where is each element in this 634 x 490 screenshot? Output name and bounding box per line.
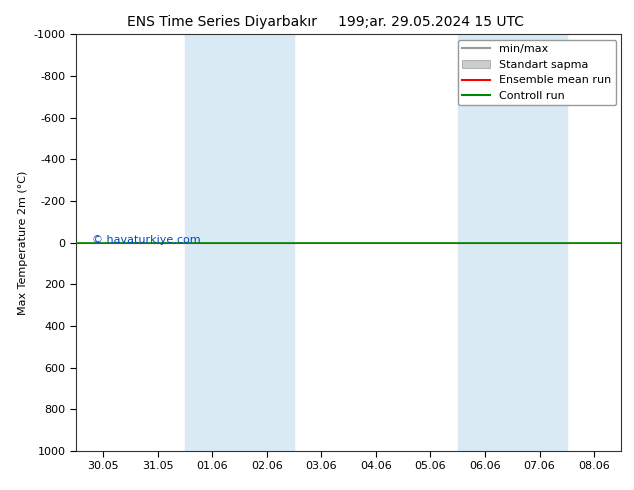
Y-axis label: Max Temperature 2m (°C): Max Temperature 2m (°C)	[18, 171, 28, 315]
Text: ENS Time Series Diyarbakır: ENS Time Series Diyarbakır	[127, 15, 317, 29]
Legend: min/max, Standart sapma, Ensemble mean run, Controll run: min/max, Standart sapma, Ensemble mean r…	[458, 40, 616, 105]
Bar	[458, 34, 567, 451]
Text: © havaturkiye.com: © havaturkiye.com	[93, 236, 201, 245]
Bar	[185, 34, 294, 451]
Text: 199;ar. 29.05.2024 15 UTC: 199;ar. 29.05.2024 15 UTC	[338, 15, 524, 29]
